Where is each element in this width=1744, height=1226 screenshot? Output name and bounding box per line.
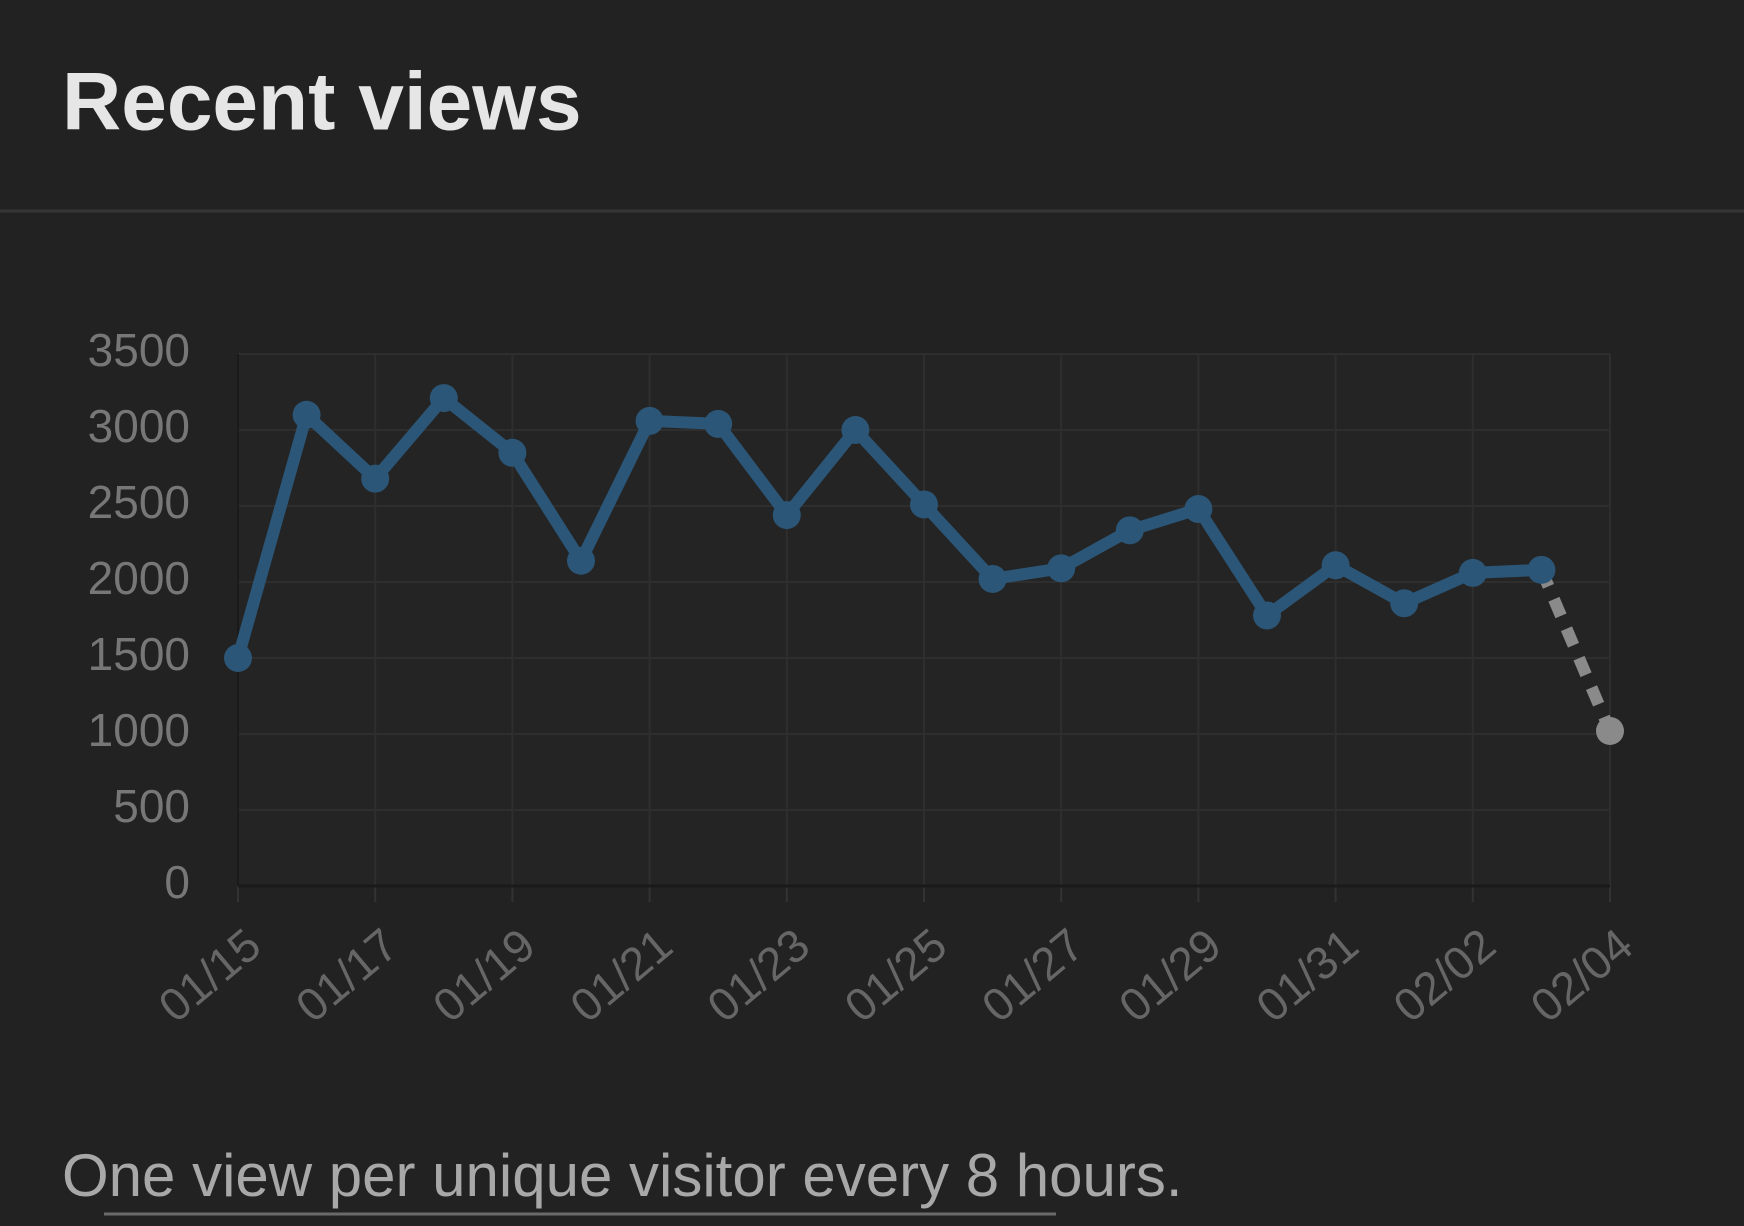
data-point xyxy=(1047,554,1076,583)
chart-title: Recent views xyxy=(62,57,582,148)
y-tick-label: 500 xyxy=(113,780,190,832)
footnote[interactable]: One view per unique visitor every 8 hour… xyxy=(62,1142,1183,1209)
partial-segment xyxy=(1535,567,1616,734)
data-point xyxy=(1596,716,1624,745)
data-point xyxy=(841,416,870,444)
y-tick-label: 3000 xyxy=(88,400,190,452)
data-point xyxy=(1184,495,1213,524)
data-point xyxy=(429,384,458,413)
data-point xyxy=(361,464,390,493)
y-tick-label: 3500 xyxy=(88,324,190,376)
y-tick-label: 1000 xyxy=(88,704,190,756)
data-point xyxy=(978,564,1007,593)
data-point xyxy=(1527,555,1556,584)
data-point xyxy=(224,644,252,672)
y-tick-label: 2500 xyxy=(88,476,190,528)
data-point xyxy=(910,490,938,519)
data-point xyxy=(292,400,321,429)
y-tick-label: 2000 xyxy=(88,552,190,604)
data-point xyxy=(704,409,733,438)
data-point xyxy=(1390,589,1419,618)
data-point xyxy=(635,406,664,435)
data-point xyxy=(772,501,801,530)
y-tick-label: 1500 xyxy=(88,628,190,680)
y-tick-label: 0 xyxy=(164,856,190,908)
data-point xyxy=(1321,551,1350,580)
data-point xyxy=(1458,558,1487,587)
data-point xyxy=(567,546,595,575)
line-segment xyxy=(232,392,1542,660)
data-point xyxy=(1253,601,1281,630)
data-point xyxy=(498,438,527,467)
data-point xyxy=(1115,516,1144,545)
